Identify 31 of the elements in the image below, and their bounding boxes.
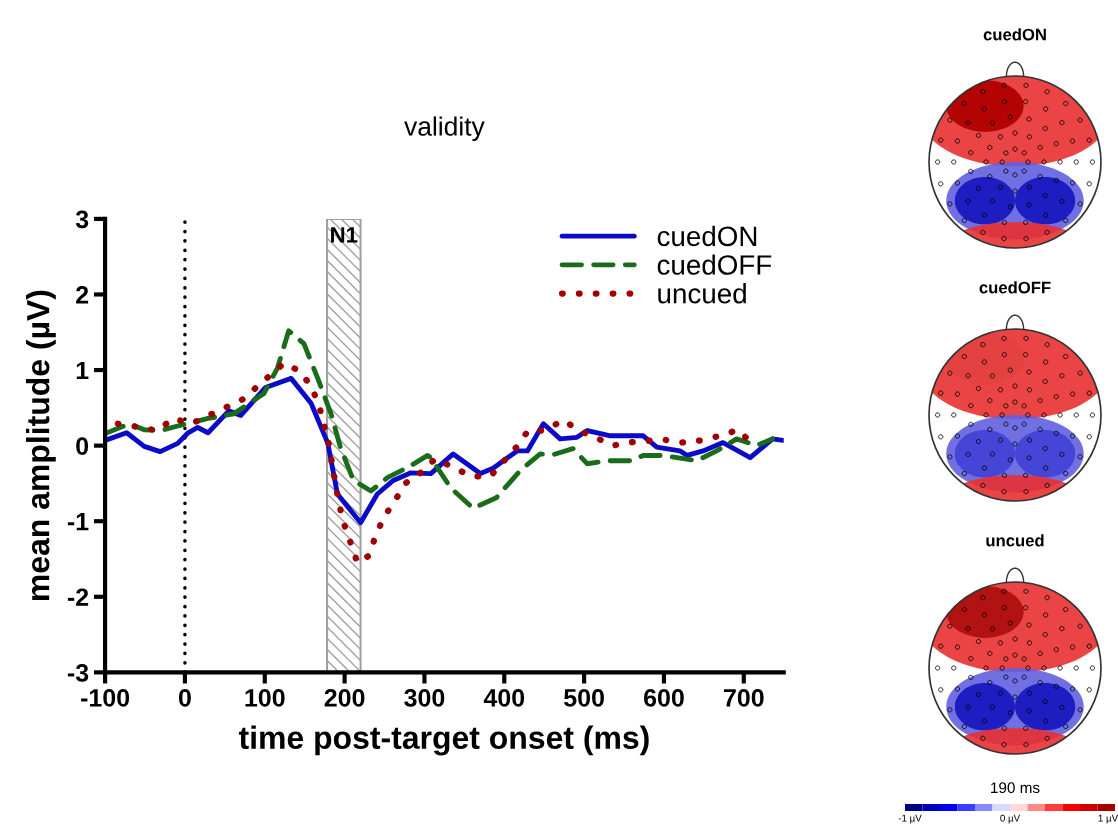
text: 1 µV <box>1098 814 1118 824</box>
y-tick-label: 1 <box>76 361 89 380</box>
y-tick-label: -1 <box>67 513 89 531</box>
legend-label: uncued <box>658 283 746 304</box>
text: uncued <box>986 534 1044 547</box>
text: cuedON <box>983 28 1046 41</box>
y-axis-title: mean amplitude (µV) <box>25 290 56 601</box>
x-tick-label: 600 <box>644 689 684 707</box>
chart-title: validity <box>404 116 485 142</box>
y-tick-label: 2 <box>76 286 89 304</box>
text: -1 µV <box>898 814 922 824</box>
x-tick-label: 400 <box>483 689 525 707</box>
y-tick-label: -3 <box>67 663 89 682</box>
text: 0 µV <box>1000 814 1021 824</box>
y-tick-label: 3 <box>75 210 89 229</box>
x-tick-label: 0 <box>178 689 191 707</box>
y-tick-label: -2 <box>67 588 89 606</box>
x-tick-label: -100 <box>81 689 130 707</box>
y-tick-label: 0 <box>76 437 89 455</box>
x-tick-label: 700 <box>724 689 764 707</box>
x-tick-label: 500 <box>564 689 604 707</box>
x-tick-label: 100 <box>245 689 285 707</box>
text: cuedOFF <box>979 281 1051 294</box>
legend-label: cuedOFF <box>657 254 772 275</box>
band-label: N1 <box>331 227 358 243</box>
x-axis-title: time post-target onset (ms) <box>238 725 649 756</box>
line-series <box>105 328 775 511</box>
text: 190 ms <box>991 782 1040 794</box>
x-tick-label: 200 <box>324 689 365 707</box>
legend-label: cuedON <box>657 225 757 247</box>
x-tick-label: 300 <box>404 689 445 707</box>
